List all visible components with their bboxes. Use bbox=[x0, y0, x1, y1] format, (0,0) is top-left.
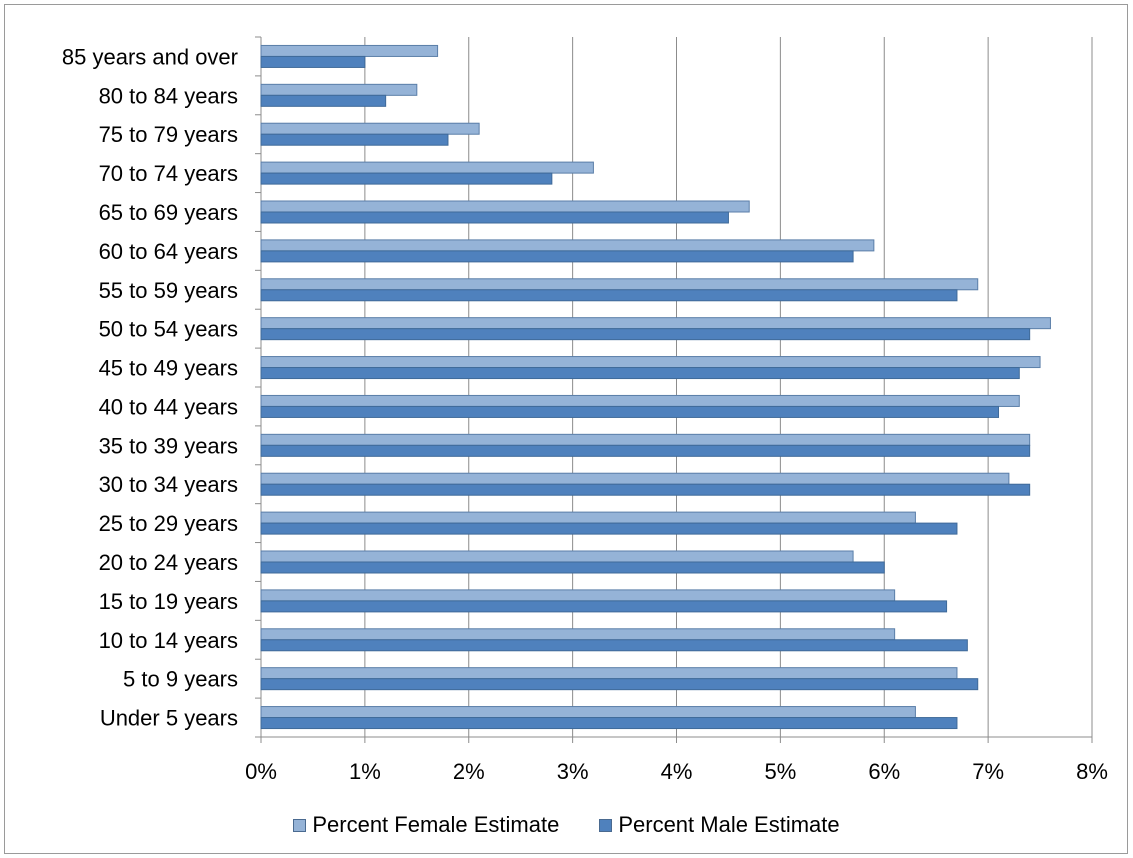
bar-male bbox=[260, 172, 553, 185]
category-label: 25 to 29 years bbox=[99, 511, 238, 536]
category-label: 5 to 9 years bbox=[123, 667, 238, 692]
x-tick-label: 3% bbox=[557, 759, 589, 784]
category-label: 75 to 79 years bbox=[99, 122, 238, 147]
bar-female bbox=[260, 472, 1010, 485]
x-tick-label: 5% bbox=[764, 759, 796, 784]
category-label: 70 to 74 years bbox=[99, 161, 238, 186]
bar-female bbox=[260, 161, 594, 174]
x-tick-label: 2% bbox=[453, 759, 485, 784]
bar-male bbox=[260, 133, 449, 146]
bar-male bbox=[260, 94, 387, 107]
legend-label-female: Percent Female Estimate bbox=[312, 812, 560, 837]
category-label: 10 to 14 years bbox=[99, 628, 238, 653]
category-label: 15 to 19 years bbox=[99, 589, 238, 614]
bar-male bbox=[260, 444, 1031, 457]
bar-male bbox=[260, 639, 968, 652]
bar-male bbox=[260, 55, 366, 68]
category-label: 85 years and over bbox=[62, 44, 238, 69]
bar-female bbox=[260, 122, 480, 135]
bar-male bbox=[260, 678, 979, 691]
bar-male bbox=[260, 367, 1020, 380]
bar-male bbox=[260, 250, 854, 263]
legend-swatch-male bbox=[599, 818, 613, 832]
category-label: 30 to 34 years bbox=[99, 472, 238, 497]
bar-female bbox=[260, 356, 1041, 369]
bar-female bbox=[260, 317, 1051, 330]
bar-female bbox=[260, 239, 875, 252]
category-label: 40 to 44 years bbox=[99, 394, 238, 419]
bar-male bbox=[260, 328, 1031, 341]
bar-female bbox=[260, 706, 916, 719]
legend: Percent Female Estimate Percent Male Est… bbox=[0, 808, 1133, 842]
bar-female bbox=[260, 44, 439, 57]
bar-male bbox=[260, 405, 1000, 418]
bar-female bbox=[260, 200, 750, 213]
legend-swatch-female bbox=[293, 818, 307, 832]
category-label: 50 to 54 years bbox=[99, 317, 238, 342]
bar-female bbox=[260, 278, 979, 291]
bar-male bbox=[260, 289, 958, 302]
bar-male bbox=[260, 522, 958, 535]
bar-female bbox=[260, 433, 1031, 446]
category-label: 60 to 64 years bbox=[99, 239, 238, 264]
bar-female bbox=[260, 667, 958, 680]
x-tick-label: 6% bbox=[868, 759, 900, 784]
bar-female bbox=[260, 394, 1020, 407]
bar-female bbox=[260, 589, 896, 602]
legend-item-male: Percent Male Estimate bbox=[599, 812, 840, 838]
bar-male bbox=[260, 717, 958, 730]
bar-male bbox=[260, 211, 729, 224]
category-label: 20 to 24 years bbox=[99, 550, 238, 575]
bar-female bbox=[260, 83, 418, 96]
bar-male bbox=[260, 561, 885, 574]
x-tick-label: 4% bbox=[661, 759, 693, 784]
category-label: Under 5 years bbox=[100, 706, 238, 731]
legend-label-male: Percent Male Estimate bbox=[618, 812, 840, 837]
x-tick-label: 7% bbox=[972, 759, 1004, 784]
category-label: 55 to 59 years bbox=[99, 278, 238, 303]
x-tick-label: 8% bbox=[1076, 759, 1108, 784]
bar-male bbox=[260, 483, 1031, 496]
x-tick-label: 0% bbox=[245, 759, 277, 784]
bar-female bbox=[260, 628, 896, 641]
category-label: 45 to 49 years bbox=[99, 356, 238, 381]
bar-female bbox=[260, 511, 916, 524]
category-label: 80 to 84 years bbox=[99, 83, 238, 108]
category-label: 35 to 39 years bbox=[99, 433, 238, 458]
legend-item-female: Percent Female Estimate bbox=[293, 812, 559, 838]
x-tick-label: 1% bbox=[349, 759, 381, 784]
bar-female bbox=[260, 550, 854, 563]
category-label: 65 to 69 years bbox=[99, 200, 238, 225]
bar-male bbox=[260, 600, 948, 613]
